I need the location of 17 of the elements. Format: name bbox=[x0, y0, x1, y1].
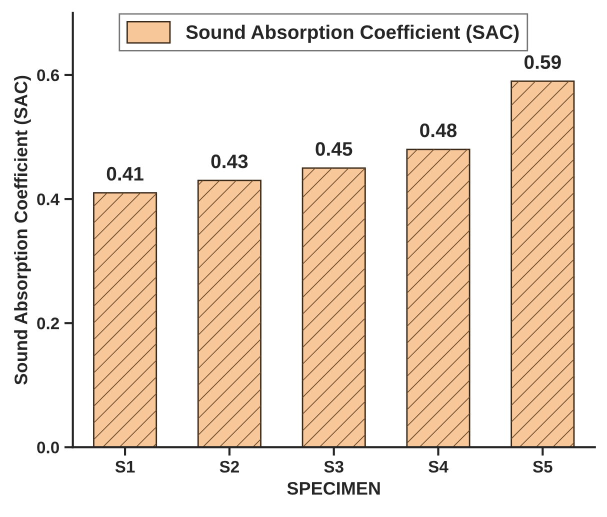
y-axis-title: Sound Absorption Coefficient (SAC) bbox=[14, 76, 31, 385]
data-label: 0.41 bbox=[106, 166, 144, 181]
x-tick-label: S3 bbox=[324, 460, 344, 473]
y-tick-label: 0.0 bbox=[37, 442, 59, 454]
data-label: 0.45 bbox=[316, 142, 352, 156]
x-axis-title: SPECIMEN bbox=[287, 482, 380, 495]
x-tick-label: S5 bbox=[532, 460, 552, 473]
data-label: 0.43 bbox=[211, 154, 248, 168]
y-tick-label: 0.6 bbox=[37, 69, 60, 82]
x-tick-label: S2 bbox=[220, 460, 239, 473]
data-label: 0.59 bbox=[524, 55, 561, 69]
data-label: 0.48 bbox=[420, 123, 457, 138]
x-tick-label: S4 bbox=[428, 460, 448, 473]
x-tick-label: S1 bbox=[115, 460, 135, 473]
y-tick-label: 0.2 bbox=[37, 318, 59, 330]
legend-label: Sound Absorption Coefficient (SAC) bbox=[186, 24, 519, 43]
y-tick-label: 0.4 bbox=[37, 193, 60, 206]
